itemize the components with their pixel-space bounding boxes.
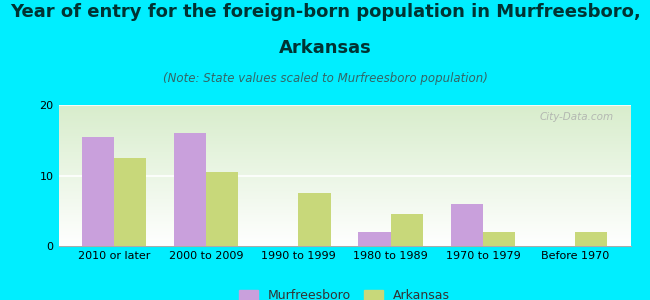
Bar	[81, 137, 114, 246]
Bar	[575, 232, 608, 246]
Bar	[206, 172, 239, 246]
Bar	[114, 158, 146, 246]
Bar	[450, 204, 483, 246]
Bar	[483, 232, 515, 246]
Legend: Murfreesboro, Arkansas: Murfreesboro, Arkansas	[235, 284, 454, 300]
Bar	[174, 133, 206, 246]
Bar	[391, 214, 423, 246]
Text: City-Data.com: City-Data.com	[540, 112, 614, 122]
Text: Arkansas: Arkansas	[279, 39, 371, 57]
Text: Year of entry for the foreign-born population in Murfreesboro,: Year of entry for the foreign-born popul…	[10, 3, 640, 21]
Bar	[358, 232, 391, 246]
Text: (Note: State values scaled to Murfreesboro population): (Note: State values scaled to Murfreesbo…	[162, 72, 488, 85]
Bar	[298, 193, 331, 246]
